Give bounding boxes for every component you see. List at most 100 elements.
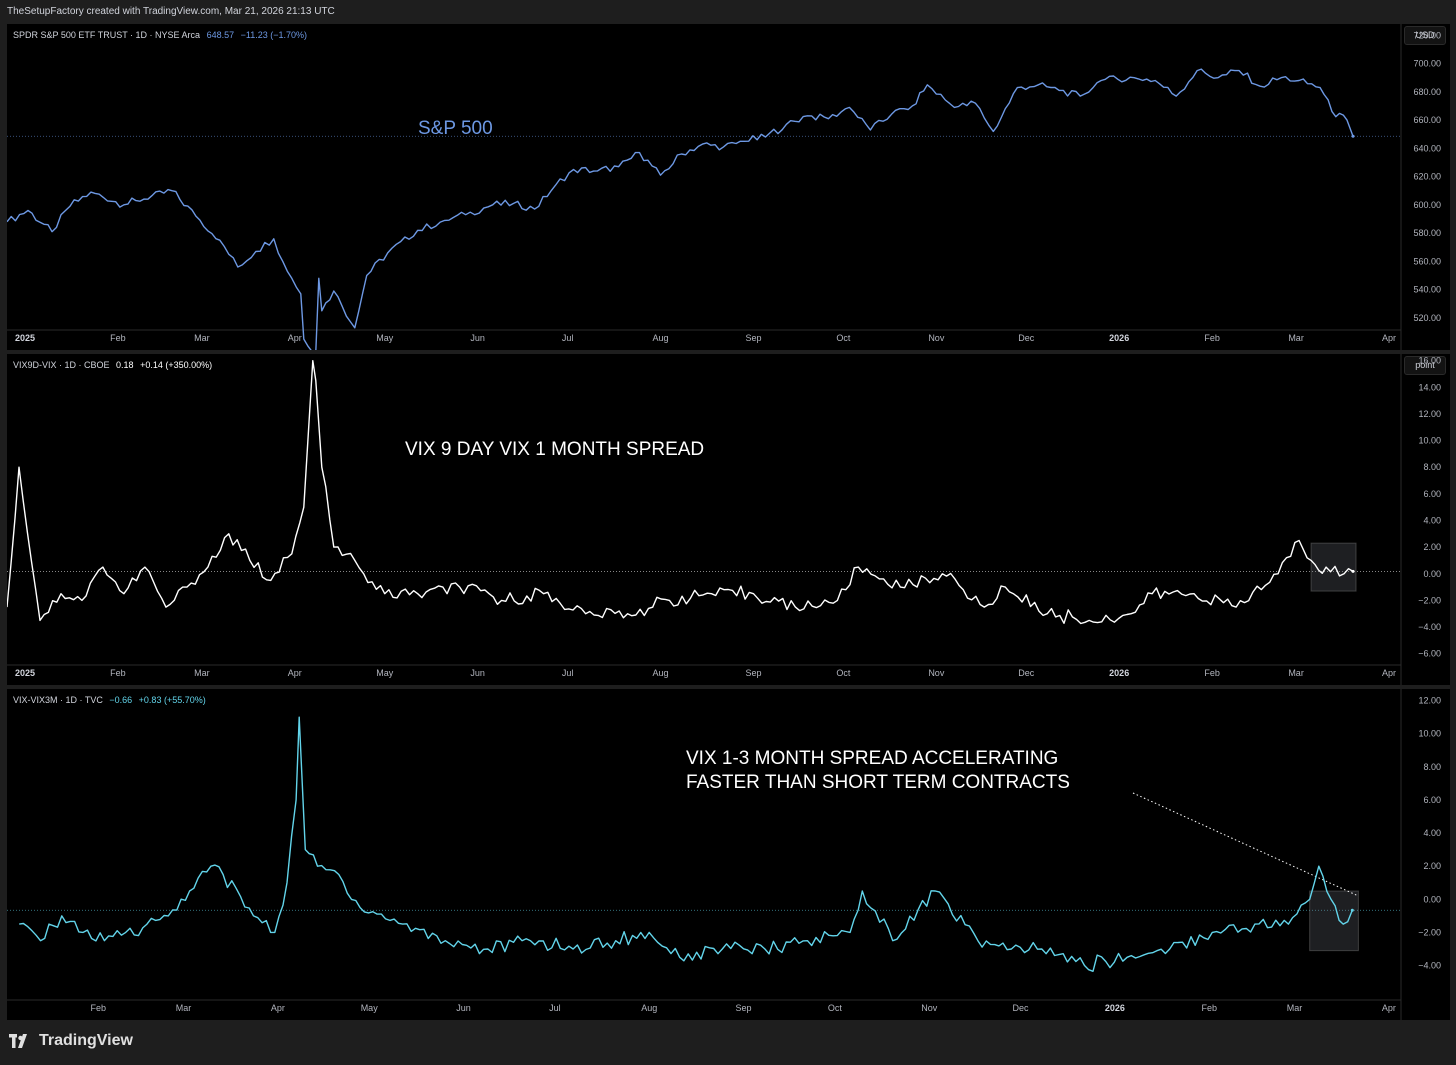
x-tick-label: 2026 [1105,1003,1125,1013]
vix3m-symbol: VIX-VIX3M · 1D · TVC [13,695,103,705]
x-tick-label: May [376,668,394,678]
x-tick-label: Aug [653,668,669,678]
x-tick-label: Mar [1288,668,1304,678]
y-tick-label: 6.00 [1423,795,1441,805]
x-tick-label: 2025 [15,333,35,343]
x-tick-label: Apr [271,1003,285,1013]
last-value-point [1350,908,1354,912]
x-tick-label: Oct [836,668,851,678]
y-tick-label: −4.00 [1418,961,1441,971]
x-tick-label: Feb [1204,333,1220,343]
x-tick-label: Apr [1382,333,1396,343]
y-tick-label: 560.00 [1413,256,1441,266]
x-tick-label: Dec [1013,1003,1030,1013]
x-tick-label: Sep [745,668,761,678]
spy-legend[interactable]: SPDR S&P 500 ETF TRUST · 1D · NYSE Arca … [13,30,307,40]
unit-badge[interactable]: point [1404,356,1446,375]
y-tick-label: 10.00 [1418,729,1441,739]
x-tick-label: Nov [928,668,945,678]
trend-arrow-line[interactable] [1132,792,1359,897]
y-tick-label: 12.00 [1418,409,1441,419]
y-tick-label: 10.00 [1418,436,1441,446]
x-tick-label: Apr [288,668,302,678]
y-tick-label: −2.00 [1418,595,1441,605]
vix3m-legend[interactable]: VIX-VIX3M · 1D · TVC −0.66 +0.83 (+55.70… [13,695,206,705]
x-tick-label: 2025 [15,668,35,678]
spy-chart[interactable]: S&P 500 720.00 700.00 680.00 660.00 640.00 62… [7,24,1450,350]
vix3m-last: −0.66 [109,695,133,705]
x-tick-label: Mar [194,668,210,678]
x-tick-label: Mar [194,333,210,343]
x-tick-label: Feb [1201,1003,1217,1013]
vix9d-pane[interactable]: VIX9D-VIX · 1D · CBOE 0.18 +0.14 (+350.0… [7,354,1450,685]
x-tick-label: Feb [110,668,126,678]
x-tick-label: Feb [1204,668,1220,678]
spy-pane[interactable]: SPDR S&P 500 ETF TRUST · 1D · NYSE Arca … [7,24,1450,350]
x-tick-label: Oct [836,333,851,343]
x-tick-label: Jul [562,333,574,343]
y-tick-label: 720.00 [1413,30,1441,40]
x-tick-label: May [361,1003,379,1013]
y-tick-label: −4.00 [1418,622,1441,632]
x-tick-label: Feb [91,1003,107,1013]
x-tick-label: Dec [1018,668,1035,678]
x-tick-label: Aug [653,333,669,343]
spy-series-line[interactable] [7,68,1354,350]
y-tick-label: 0.00 [1423,894,1441,904]
y-tick-label: 540.00 [1413,285,1441,295]
y-tick-label: 2.00 [1423,861,1441,871]
x-tick-label: Jul [562,668,574,678]
x-tick-label: Mar [1288,333,1304,343]
y-tick-label: 4.00 [1423,515,1441,525]
x-tick-label: Apr [1382,1003,1396,1013]
y-tick-label: 16.00 [1418,356,1441,366]
x-tick-label: Nov [928,333,945,343]
x-tick-label: 2026 [1109,333,1129,343]
y-tick-label: 640.00 [1413,143,1441,153]
y-tick-label: 6.00 [1423,489,1441,499]
y-tick-label: 4.00 [1423,828,1441,838]
vix3m-annotation-line-1: VIX 1-3 MONTH SPREAD ACCELERATING [686,748,1058,769]
vix9d-legend[interactable]: VIX9D-VIX · 1D · CBOE 0.18 +0.14 (+350.0… [13,360,212,370]
x-tick-label: Apr [1382,668,1396,678]
y-tick-label: −2.00 [1418,927,1441,937]
footer: TradingView [0,1020,1456,1065]
tradingview-brand: TradingView [39,1032,133,1049]
vix9d-series-line[interactable] [7,360,1354,625]
vix9d-chart[interactable]: VIX 9 DAY VIX 1 MONTH SPREAD 16.00 14.00 1… [7,354,1450,685]
y-tick-label: 600.00 [1413,200,1441,210]
y-tick-label: 520.00 [1413,313,1441,323]
x-tick-label: Mar [1287,1003,1303,1013]
tradingview-logo[interactable]: TradingView [9,1032,133,1050]
vix9d-change: +0.14 (+350.00%) [140,360,213,370]
x-tick-label: Aug [641,1003,657,1013]
vix3m-annotation-line-2: FASTER THAN SHORT TERM CONTRACTS [686,772,1070,793]
y-tick-label: 8.00 [1423,462,1441,472]
y-tick-label: 0.00 [1423,569,1441,579]
vix3m-series-line[interactable] [19,716,1353,972]
y-tick-label: 14.00 [1418,382,1441,392]
y-tick-label: 680.00 [1413,87,1441,97]
highlight-rectangle[interactable] [1309,890,1359,952]
x-tick-label: Dec [1018,333,1035,343]
x-tick-label: Sep [745,333,761,343]
spy-last: 648.57 [206,30,235,40]
y-tick-label: 12.00 [1418,696,1441,706]
x-tick-label: Jul [549,1003,561,1013]
spy-annotation: S&P 500 [418,118,493,139]
y-tick-label: 8.00 [1423,762,1441,772]
x-tick-label: Jun [470,668,485,678]
x-tick-label: Jun [456,1003,471,1013]
x-tick-label: May [376,333,394,343]
x-tick-label: Mar [176,1003,192,1013]
tradingview-logo-icon [9,1034,27,1048]
x-tick-label: Nov [921,1003,938,1013]
x-tick-label: Apr [288,333,302,343]
spy-change: −11.23 (−1.70%) [240,30,308,40]
vix9d-annotation: VIX 9 DAY VIX 1 MONTH SPREAD [405,439,704,460]
last-value-point [1351,569,1355,573]
vix3m-pane[interactable]: VIX-VIX3M · 1D · TVC −0.66 +0.83 (+55.70… [7,689,1450,1020]
currency-badge[interactable]: USD [1404,26,1446,45]
vix3m-chart[interactable]: VIX 1-3 MONTH SPREAD ACCELERATING FASTER… [7,689,1450,1020]
y-tick-label: 2.00 [1423,542,1441,552]
